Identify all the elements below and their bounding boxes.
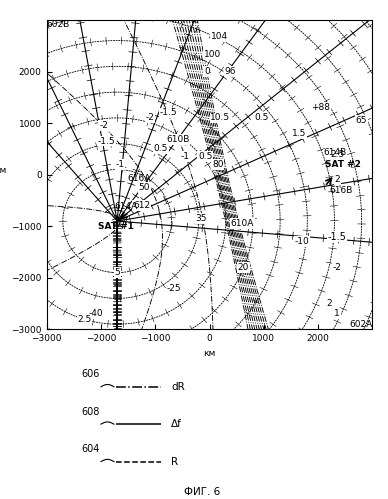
Text: 614B: 614B [324,149,347,158]
Text: 80: 80 [212,160,223,169]
Text: SAT #2: SAT #2 [325,160,360,169]
X-axis label: км: км [203,349,216,358]
Text: ФИГ. 6: ФИГ. 6 [184,487,220,497]
Point [206,171,213,179]
Text: -10: -10 [294,237,309,246]
Text: 608: 608 [81,407,99,417]
Point [206,171,213,179]
Point [206,171,213,179]
Point [206,171,213,179]
Text: -2: -2 [99,121,108,130]
Text: dR: dR [171,382,185,392]
Text: 2: 2 [326,299,332,308]
Point [206,171,213,179]
Point [206,171,213,179]
Point [206,171,213,179]
Point [206,171,213,179]
Point [206,171,213,179]
Text: 65: 65 [356,116,367,125]
Point [206,171,213,179]
Point [206,171,213,179]
Point [206,171,213,179]
Text: -1: -1 [180,152,190,161]
Text: +88: +88 [312,103,330,112]
Text: 616B: 616B [329,186,352,195]
Point [206,171,213,179]
Text: 100: 100 [204,50,221,59]
Point [206,171,213,179]
Text: 604: 604 [81,444,99,454]
Text: 0.5: 0.5 [254,113,268,122]
Text: 5: 5 [114,268,120,277]
Point [206,171,213,179]
Text: 602A: 602A [349,320,372,329]
Text: R: R [171,457,178,467]
Text: 50: 50 [139,183,150,192]
Point [206,171,213,179]
Text: -25: -25 [167,283,182,292]
Point [206,171,213,179]
Text: 0.5: 0.5 [198,152,212,161]
Text: 606: 606 [81,369,99,379]
Text: 612: 612 [133,201,150,210]
Text: 1: 1 [334,309,340,318]
Text: -2: -2 [333,263,341,272]
Text: 610A: 610A [230,219,254,228]
Point [206,171,213,179]
Text: 35: 35 [196,214,207,223]
Point [206,171,213,179]
Point [206,171,213,179]
Text: 96: 96 [224,67,236,76]
Text: 1.5: 1.5 [292,129,307,138]
Point [206,171,213,179]
Text: -1.5: -1.5 [97,137,115,146]
Point [206,171,213,179]
Text: 0: 0 [204,67,210,76]
Y-axis label: км: км [0,166,6,175]
Text: -1.5: -1.5 [160,108,178,117]
Text: 614A: 614A [114,202,138,211]
Text: -1: -1 [115,160,125,169]
Point [206,171,213,179]
Point [206,171,213,179]
Point [206,171,213,179]
Point [206,171,213,179]
Text: 2: 2 [334,175,340,184]
Text: 104: 104 [211,32,228,41]
Text: -1.5: -1.5 [328,232,346,242]
Text: SAT #1: SAT #1 [98,222,134,231]
Point [206,171,213,179]
Text: 10.5: 10.5 [210,113,230,122]
Text: Δf: Δf [171,419,182,429]
Point [206,171,213,179]
Text: 2.5: 2.5 [78,314,92,323]
Point [206,171,213,179]
Text: 2.5: 2.5 [330,150,344,159]
Text: 616A: 616A [127,174,150,183]
Text: 602B: 602B [47,20,70,29]
Text: 610B: 610B [166,135,190,144]
Point [206,171,213,179]
Point [206,171,213,179]
Text: -40: -40 [88,309,103,318]
Text: 0.5: 0.5 [153,144,168,153]
Text: -2: -2 [146,113,154,122]
Text: 20: 20 [237,263,249,272]
